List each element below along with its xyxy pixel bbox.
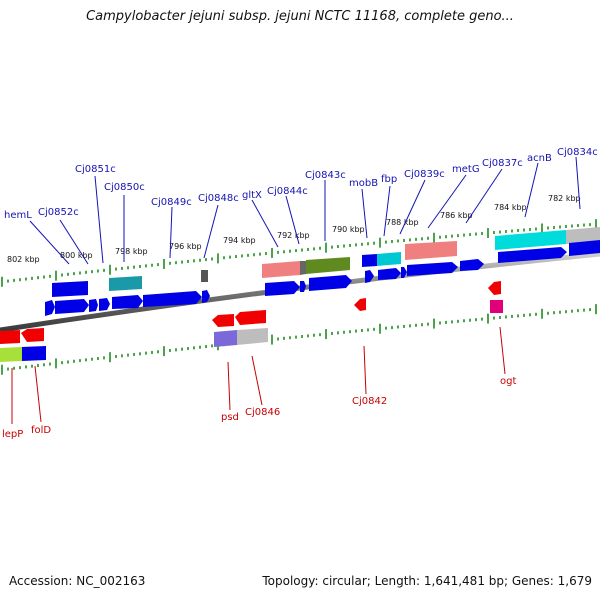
forward-cds[interactable] [401,267,407,278]
accession-text: Accession: NC_002163 [9,574,146,588]
reverse-features [0,281,503,362]
forward-gene-bar[interactable] [377,252,401,266]
topology-summary: Topology: circular; Length: 1,641,481 bp… [262,574,592,588]
forward-cds[interactable] [569,240,600,256]
reverse-gene-bar[interactable] [0,347,22,362]
gene-label-lepP[interactable]: lepP [2,429,23,440]
forward-cds[interactable] [89,299,98,312]
kbp-label: 796 kbp [169,242,202,251]
gene-label-gltX[interactable]: gltX [242,190,262,201]
forward-cds[interactable] [99,298,110,311]
gene-label-cj0842[interactable]: Cj0842 [352,396,387,407]
forward-cds[interactable] [362,254,377,267]
kbp-label: 798 kbp [115,247,148,256]
forward-cds[interactable] [407,262,458,276]
reverse-cds[interactable] [212,314,234,327]
rna-marker[interactable] [201,270,208,282]
gene-label-fbp[interactable]: fbp [381,174,397,185]
gene-label-psd[interactable]: psd [221,412,239,423]
gene-label-cj0839c[interactable]: Cj0839c [404,169,445,180]
forward-cds[interactable] [378,268,401,280]
kbp-label: 800 kbp [60,251,93,260]
kbp-label: 794 kbp [223,236,256,245]
forward-cds[interactable] [365,270,374,283]
gene-label-cj0846[interactable]: Cj0846 [245,407,280,418]
forward-cds[interactable] [202,290,210,303]
forward-gene-bar[interactable] [405,241,457,260]
gene-label-acnB[interactable]: acnB [527,153,552,164]
forward-features [45,227,600,316]
kbp-label: 802 kbp [7,255,40,264]
forward-gene-bar[interactable] [495,230,566,250]
gene-label-cj0849c[interactable]: Cj0849c [151,197,192,208]
gene-label-folD[interactable]: folD [31,425,51,436]
kbp-label: 782 kbp [548,194,581,203]
forward-cds[interactable] [55,299,89,314]
rna-marker[interactable] [490,300,503,313]
reverse-cds[interactable] [354,298,366,311]
gene-label-cj0852c[interactable]: Cj0852c [38,207,79,218]
forward-cds[interactable] [143,291,202,307]
forward-gene-labels [29,156,581,265]
gene-label-metG[interactable]: metG [452,164,480,175]
gene-label-cj0843c[interactable]: Cj0843c [305,170,346,181]
kbp-label: 786 kbp [440,211,473,220]
forward-cds[interactable] [309,275,352,291]
forward-cds[interactable] [52,281,88,297]
gene-label-cj0851c[interactable]: Cj0851c [75,164,116,175]
gene-label-cj0834c[interactable]: Cj0834c [557,147,598,158]
gene-label-cj0844c[interactable]: Cj0844c [267,186,308,197]
kbp-label: 784 kbp [494,203,527,212]
forward-cds[interactable] [112,295,143,309]
forward-gene-bar[interactable] [262,261,300,278]
gene-label-cj0850c[interactable]: Cj0850c [104,182,145,193]
reverse-gene-label-texts: lepP folD psd Cj0846 Cj0842 ogt [2,376,516,440]
reverse-cds[interactable] [235,310,266,325]
gene-label-hemL[interactable]: hemL [4,210,32,221]
reverse-cds[interactable] [21,328,44,342]
gene-label-mobB[interactable]: mobB [349,178,378,189]
forward-gene-bar[interactable] [109,276,142,291]
kbp-label: 790 kbp [332,225,365,234]
forward-gene-bar[interactable] [566,227,600,244]
gene-label-ogt[interactable]: ogt [500,376,516,387]
gene-label-cj0848c[interactable]: Cj0848c [198,193,239,204]
forward-gene-bar[interactable] [300,261,306,275]
reverse-gene-bar[interactable] [214,330,237,347]
forward-cds[interactable] [460,259,484,271]
forward-cds[interactable] [265,281,300,296]
forward-cds[interactable] [498,247,567,263]
reverse-cds[interactable] [22,346,46,361]
reverse-cds[interactable] [488,281,501,295]
kbp-label: 788 kbp [386,218,419,227]
map-title: Campylobacter jejuni subsp. jejuni NCTC … [86,9,514,24]
forward-gene-bar[interactable] [306,257,350,274]
reverse-cds[interactable] [0,330,20,344]
gene-label-cj0837c[interactable]: Cj0837c [482,158,523,169]
scale-labels: 802 kbp 800 kbp 798 kbp 796 kbp 794 kbp … [7,194,581,264]
forward-cds[interactable] [45,300,55,316]
kbp-label: 792 kbp [277,231,310,240]
forward-cds[interactable] [300,281,306,292]
scale-ticks [1,219,597,375]
forward-gene-label-texts: hemL Cj0852c Cj0851c Cj0850c Cj0849c Cj0… [4,147,598,221]
reverse-gene-leaders [11,326,506,424]
reverse-gene-bar[interactable] [237,328,268,345]
